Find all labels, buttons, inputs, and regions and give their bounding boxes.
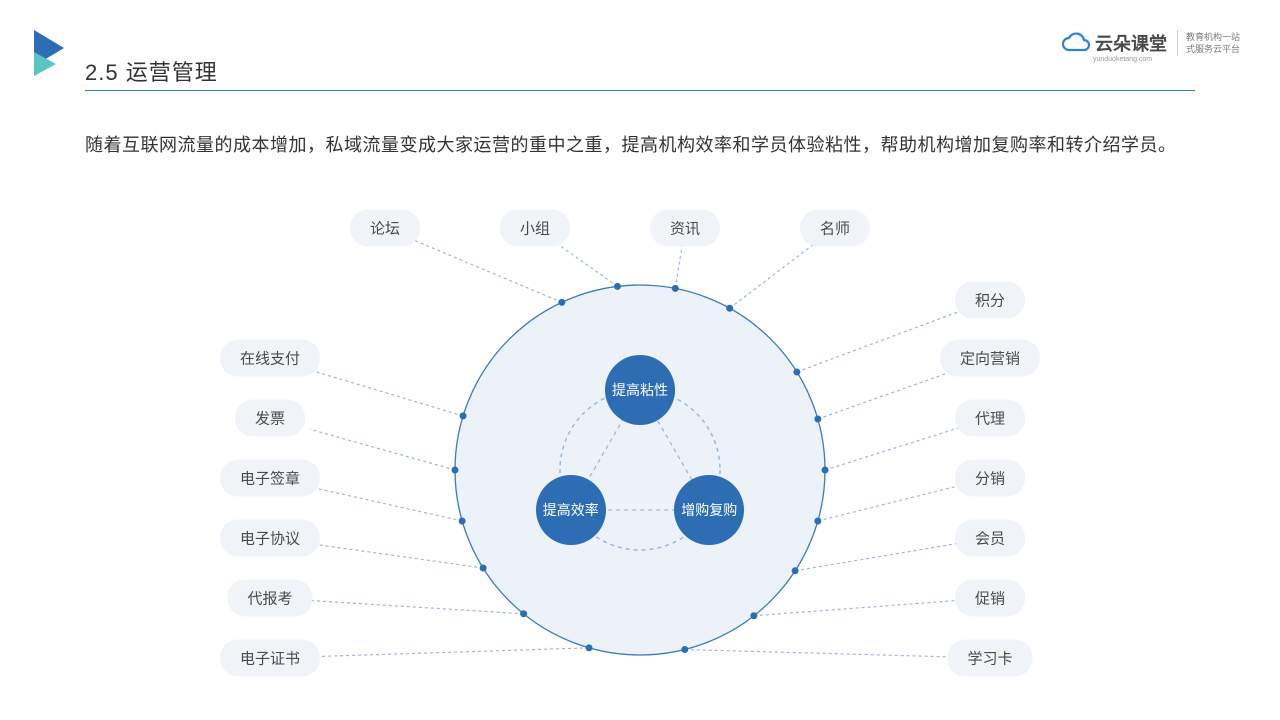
pill-group: 小组 [500,210,570,247]
brand-url: yunduoketang.com [1093,56,1152,63]
section-title: 2.5 运营管理 [85,55,218,87]
diagram-connectors [310,210,970,720]
pill-agent: 代理 [955,400,1025,437]
brand-logo: 云朵课堂 yunduoketang.com 教育机构一站 式服务云平台 [1061,30,1240,56]
body-paragraph: 随着互联网流量的成本增加，私域流量变成大家运营的重中之重，提高机构效率和学员体验… [85,128,1195,162]
corner-play-icon [30,30,70,76]
brand-tagline-line1: 教育机构一站 [1186,31,1240,43]
logo-divider [1177,30,1178,56]
brand-tagline-line2: 式服务云平台 [1186,43,1240,55]
pill-teacher: 名师 [800,210,870,247]
pill-promo: 促销 [955,580,1025,617]
brand-name: 云朵课堂 [1095,30,1167,56]
pill-pay: 在线支付 [220,340,320,377]
pill-agree: 电子协议 [220,520,320,557]
brand-tagline: 教育机构一站 式服务云平台 [1186,31,1240,55]
operations-diagram: 提高粘性提高效率增购复购论坛小组资讯名师积分定向营销代理分销会员促销学习卡在线支… [310,210,970,720]
pill-points: 积分 [955,282,1025,319]
center-node-sticky: 提高粘性 [605,355,675,425]
pill-forum: 论坛 [350,210,420,247]
cloud-icon [1061,32,1091,54]
pill-member: 会员 [955,520,1025,557]
pill-exam: 代报考 [227,580,312,617]
pill-cert: 电子证书 [220,640,320,677]
pill-card: 学习卡 [947,640,1032,677]
center-node-eff: 提高效率 [536,475,606,545]
pill-dist: 分销 [955,460,1025,497]
pill-news: 资讯 [650,210,720,247]
center-node-repur: 增购复购 [674,475,744,545]
pill-seal: 电子签章 [220,460,320,497]
pill-target: 定向营销 [940,340,1040,377]
pill-invoice: 发票 [235,400,305,437]
header-rule [85,90,1195,91]
